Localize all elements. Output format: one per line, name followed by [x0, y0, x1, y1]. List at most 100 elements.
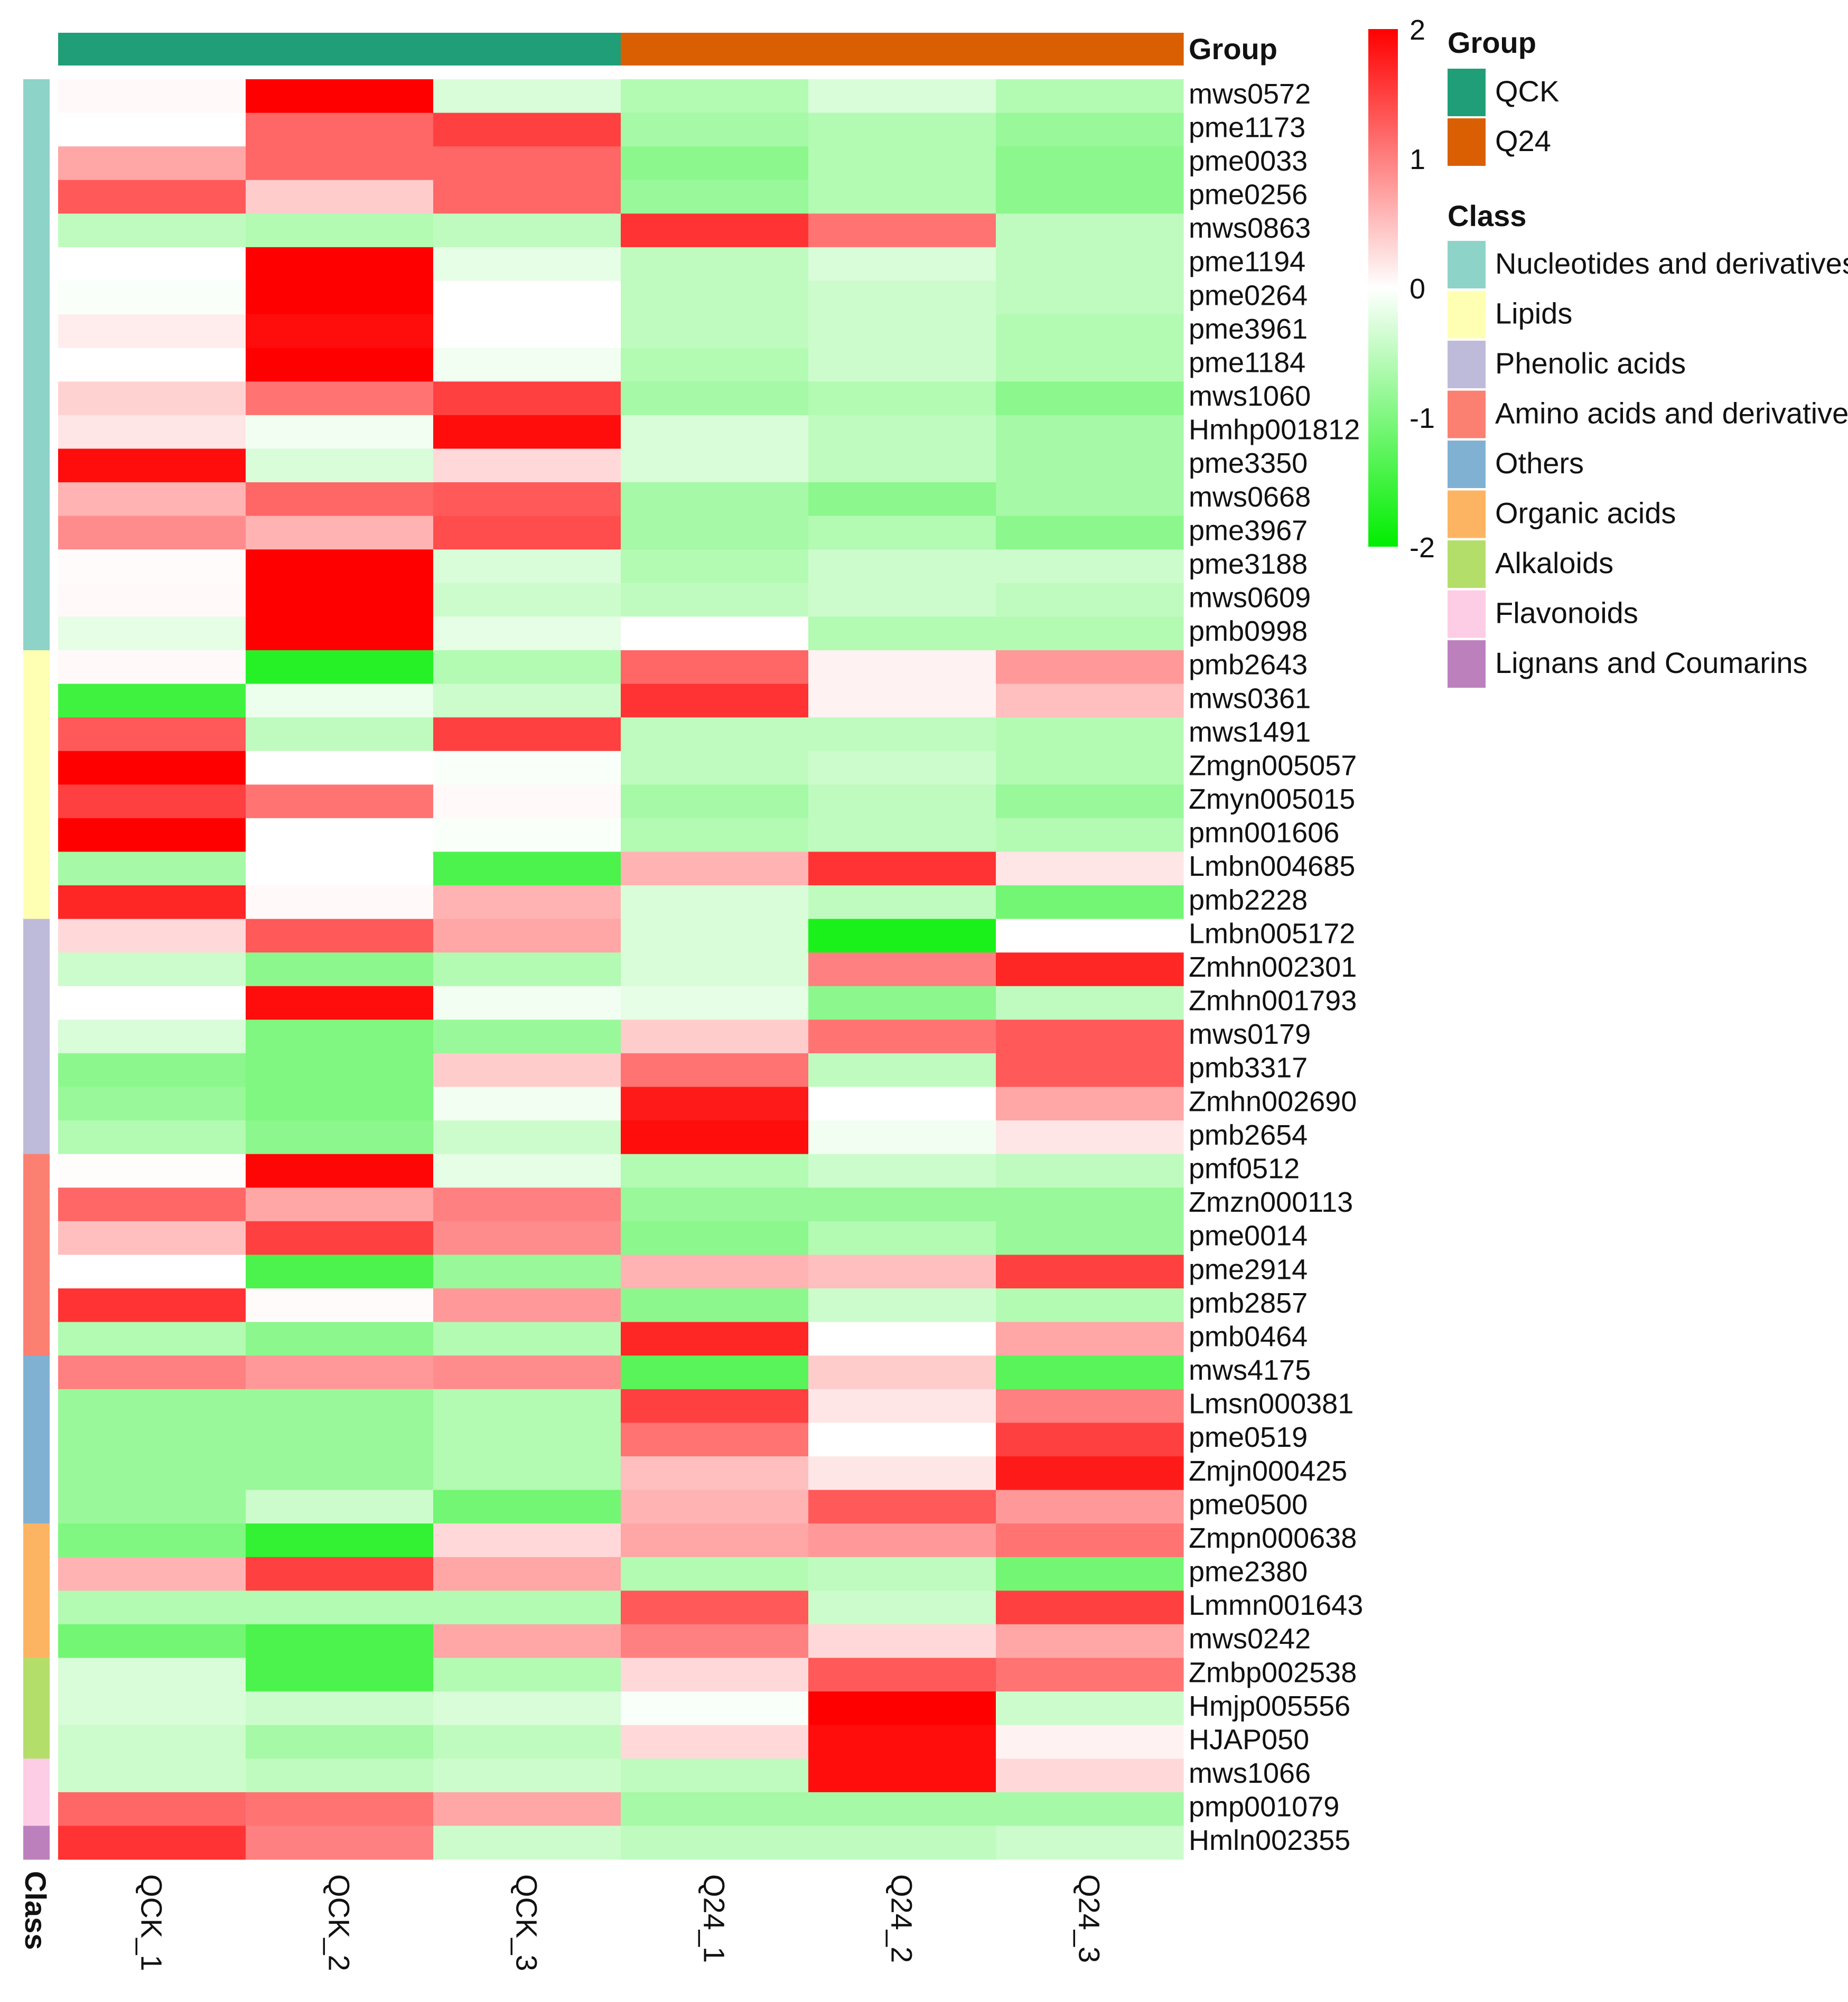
- row-label: pme0264: [1189, 279, 1308, 311]
- heatmap-cell-pme1173-QCK_3: [433, 113, 621, 147]
- heatmap-cell-pmb3317-QCK_2: [246, 1053, 434, 1088]
- heatmap-cell-Zmgn005057-Q24_2: [808, 751, 996, 785]
- heatmap-cell-pmp001079-QCK_1: [58, 1792, 246, 1827]
- heatmap-cell-Zmbp002538-QCK_1: [58, 1658, 246, 1692]
- group-bar-segment-QCK_3: [433, 33, 621, 66]
- row-label: mws0361: [1189, 682, 1311, 714]
- heatmap-cell-Zmyn005015-QCK_1: [58, 784, 246, 819]
- row-label: mws0572: [1189, 78, 1311, 110]
- row-label: pme3967: [1189, 514, 1308, 546]
- colorbar-tick-label: 2: [1410, 14, 1425, 46]
- heatmap-cell-Zmzn000113-QCK_2: [246, 1187, 434, 1222]
- heatmap-cell-pmb0464-QCK_3: [433, 1322, 621, 1356]
- heatmap-cell-pmn001606-QCK_3: [433, 818, 621, 853]
- row-label: pme0256: [1189, 179, 1308, 211]
- row-label: Lmmn001643: [1189, 1589, 1363, 1621]
- column-label: QCK_3: [510, 1874, 544, 1971]
- heatmap-cell-mws0179-Q24_3: [996, 1019, 1184, 1054]
- heatmap-cell-mws0572-QCK_2: [246, 79, 434, 114]
- heatmap-cell-pmf0512-Q24_2: [808, 1154, 996, 1188]
- heatmap-cell-Lmmn001643-QCK_2: [246, 1591, 434, 1625]
- row-label: Lmbn004685: [1189, 850, 1355, 882]
- heatmap-cell-pme0033-Q24_3: [996, 146, 1184, 181]
- heatmap-cell-pme2914-Q24_3: [996, 1255, 1184, 1289]
- heatmap-cell-Lmsn000381-Q24_2: [808, 1389, 996, 1423]
- heatmap-cell-Lmbn004685-Q24_1: [621, 852, 809, 886]
- heatmap-cell-pmf0512-Q24_3: [996, 1154, 1184, 1188]
- class-legend-label: Alkaloids: [1495, 546, 1613, 579]
- heatmap-cell-mws0572-Q24_2: [808, 79, 996, 114]
- heatmap-cell-mws1066-QCK_2: [246, 1758, 434, 1793]
- heatmap-cell-pme0014-QCK_1: [58, 1221, 246, 1256]
- heatmap-cell-HJAP050-Q24_1: [621, 1725, 809, 1759]
- colorbar-gradient: [1368, 29, 1398, 547]
- group-annotation-bar: [58, 33, 1184, 66]
- class-bar-segment-Zmhn002301: [23, 952, 50, 987]
- heatmap-cell-Zmzn000113-Q24_2: [808, 1187, 996, 1222]
- heatmap-cell-mws4175-QCK_3: [433, 1355, 621, 1390]
- heatmap-cell-Hmjp005556-Q24_2: [808, 1691, 996, 1726]
- class-bar-segment-pme3961: [23, 314, 50, 349]
- heatmap-cell-pme3967-Q24_2: [808, 516, 996, 550]
- row-label: mws1066: [1189, 1757, 1311, 1789]
- heatmap-cell-Zmhn002690-Q24_1: [621, 1087, 809, 1121]
- heatmap-cell-pmb0998-Q24_1: [621, 616, 809, 651]
- row-label: pmb2643: [1189, 649, 1308, 681]
- heatmap-cell-pmb0998-Q24_2: [808, 616, 996, 651]
- heatmap-cell-pmn001606-QCK_1: [58, 818, 246, 853]
- heatmap-cell-mws0242-Q24_1: [621, 1624, 809, 1659]
- heatmap-cell-Lmbn004685-QCK_1: [58, 852, 246, 886]
- heatmap-cell-pme3188-QCK_1: [58, 549, 246, 584]
- heatmap-cell-Zmhn002301-QCK_2: [246, 952, 434, 987]
- class-legend-label: Flavonoids: [1495, 596, 1638, 630]
- heatmap-cell-pme2914-QCK_2: [246, 1255, 434, 1289]
- heatmap-cell-pmb2643-QCK_2: [246, 650, 434, 685]
- heatmap-cell-pme3188-Q24_2: [808, 549, 996, 584]
- heatmap-cell-Zmyn005015-Q24_2: [808, 784, 996, 819]
- heatmap-cell-pme3961-QCK_1: [58, 314, 246, 349]
- heatmap-cell-Zmhn002690-QCK_3: [433, 1087, 621, 1121]
- heatmap-cell-Zmpn000638-QCK_2: [246, 1523, 434, 1558]
- heatmap-cell-Zmgn005057-Q24_3: [996, 751, 1184, 785]
- class-bar-segment-mws0361: [23, 684, 50, 718]
- heatmap-cell-pme0256-Q24_1: [621, 180, 809, 214]
- class-bar-segment-pme0256: [23, 180, 50, 214]
- heatmap-cell-pmn001606-QCK_2: [246, 818, 434, 853]
- heatmap-cell-mws1066-QCK_1: [58, 1758, 246, 1793]
- heatmap-cell-pme0256-Q24_3: [996, 180, 1184, 214]
- heatmap-cell-pme3350-Q24_2: [808, 448, 996, 483]
- row-label: Lmsn000381: [1189, 1388, 1354, 1420]
- heatmap-cell-pmb2654-Q24_2: [808, 1120, 996, 1155]
- heatmap-cell-Zmhn001793-QCK_2: [246, 986, 434, 1020]
- heatmap-cell-pme3188-Q24_3: [996, 549, 1184, 584]
- row-label: Zmyn005015: [1189, 783, 1355, 815]
- heatmap-cell-Hmhp001812-QCK_1: [58, 415, 246, 450]
- heatmap-cell-pme3350-QCK_3: [433, 448, 621, 483]
- heatmap-cell-mws1060-Q24_3: [996, 381, 1184, 416]
- heatmap-cell-Zmgn005057-QCK_1: [58, 751, 246, 785]
- heatmap-cell-Hmln002355-Q24_3: [996, 1826, 1184, 1860]
- heatmap-cell-pmb3317-Q24_1: [621, 1053, 809, 1088]
- heatmap-cell-pmb2654-QCK_2: [246, 1120, 434, 1155]
- row-label: pme2914: [1189, 1253, 1308, 1285]
- group-bar-segment-QCK_1: [58, 33, 246, 66]
- heatmap-cell-pme2914-QCK_3: [433, 1255, 621, 1289]
- heatmap-cell-mws0609-Q24_2: [808, 583, 996, 617]
- colorbar-tick-label: -2: [1410, 532, 1435, 564]
- heatmap-cell-Hmln002355-QCK_3: [433, 1826, 621, 1860]
- heatmap-cell-Zmzn000113-QCK_1: [58, 1187, 246, 1222]
- class-legend-swatch: [1448, 291, 1486, 339]
- heatmap-cell-Zmjn000425-QCK_2: [246, 1456, 434, 1491]
- heatmap-cell-pme3961-Q24_1: [621, 314, 809, 349]
- heatmap-cell-pme0014-Q24_3: [996, 1221, 1184, 1256]
- heatmap-cell-Zmjn000425-Q24_1: [621, 1456, 809, 1491]
- row-label: pmb0998: [1189, 615, 1308, 647]
- heatmap-cell-Hmln002355-Q24_2: [808, 1826, 996, 1860]
- heatmap-cell-Zmzn000113-Q24_1: [621, 1187, 809, 1222]
- heatmap-cell-pme3967-QCK_3: [433, 516, 621, 550]
- heatmap-cell-mws1491-QCK_2: [246, 717, 434, 752]
- class-legend-swatch: [1448, 590, 1486, 638]
- class-legend-label: Phenolic acids: [1495, 347, 1686, 380]
- heatmap-cell-pme0500-Q24_1: [621, 1490, 809, 1524]
- heatmap-cell-HJAP050-QCK_2: [246, 1725, 434, 1759]
